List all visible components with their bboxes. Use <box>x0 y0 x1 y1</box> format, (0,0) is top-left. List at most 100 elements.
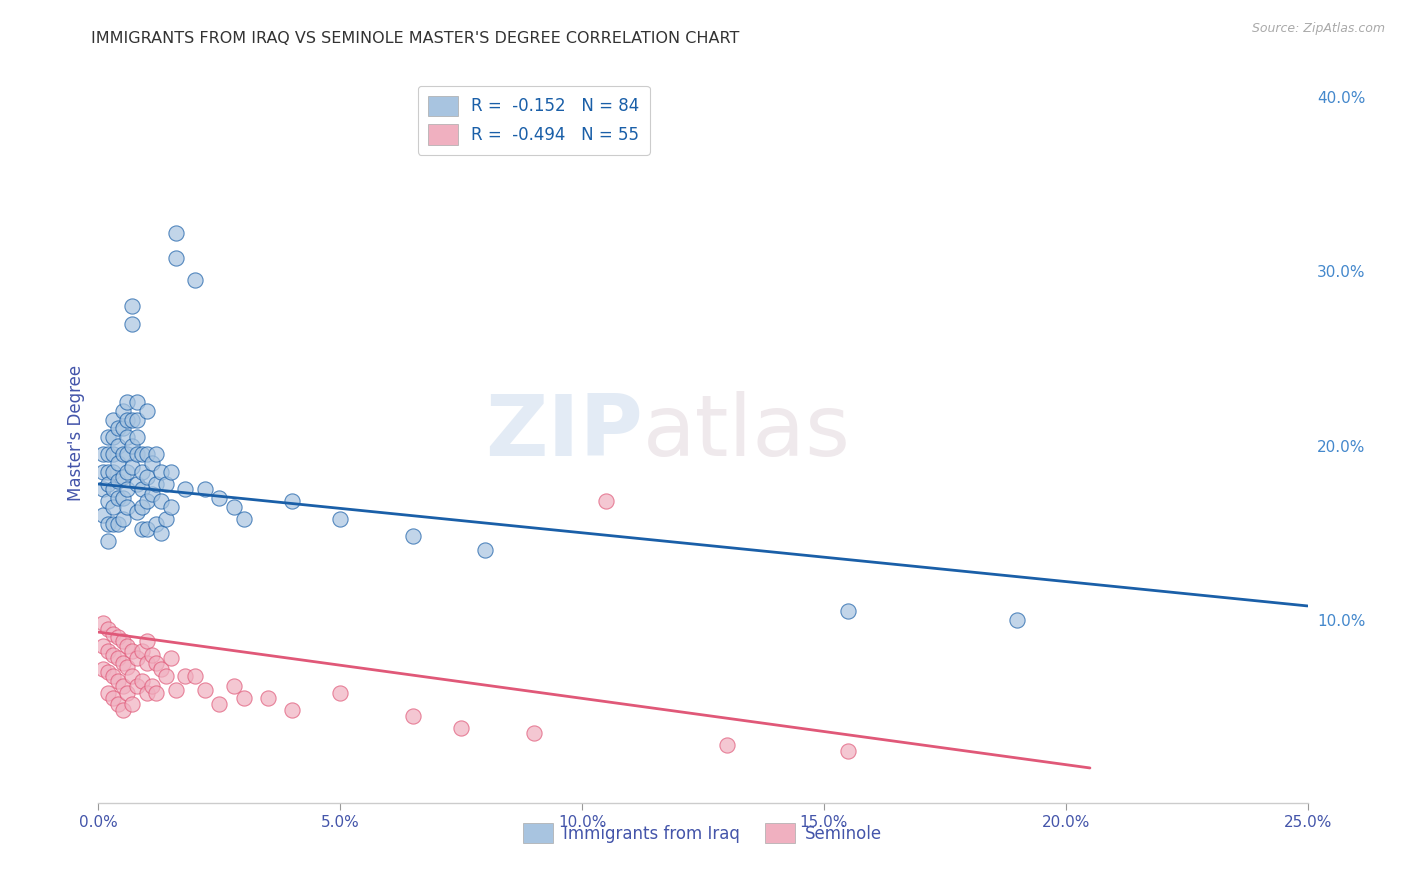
Point <box>117 412 139 426</box>
Point <box>281 703 304 717</box>
Point <box>402 708 425 723</box>
Point <box>145 517 167 532</box>
Point <box>111 633 134 648</box>
Point <box>127 447 149 461</box>
Point <box>97 665 120 680</box>
Point <box>117 660 139 674</box>
Point <box>101 668 124 682</box>
Point <box>101 412 124 426</box>
Point <box>135 447 157 461</box>
Point <box>135 494 157 508</box>
Point <box>145 686 167 700</box>
Point <box>111 470 134 484</box>
Point <box>837 604 859 618</box>
Point <box>150 525 173 540</box>
Point <box>111 657 134 671</box>
Point <box>165 682 187 697</box>
Point <box>97 644 120 658</box>
Point <box>160 500 183 514</box>
Point <box>155 512 177 526</box>
Point <box>127 505 149 519</box>
Point <box>135 633 157 648</box>
Point <box>141 679 163 693</box>
Point <box>117 395 139 409</box>
Point <box>91 482 114 496</box>
Point <box>450 721 472 735</box>
Point <box>155 668 177 682</box>
Point <box>222 679 245 693</box>
Point <box>111 703 134 717</box>
Legend: Immigrants from Iraq, Seminole: Immigrants from Iraq, Seminole <box>517 816 889 850</box>
Point <box>595 494 617 508</box>
Point <box>127 477 149 491</box>
Point <box>184 668 207 682</box>
Text: IMMIGRANTS FROM IRAQ VS SEMINOLE MASTER'S DEGREE CORRELATION CHART: IMMIGRANTS FROM IRAQ VS SEMINOLE MASTER'… <box>91 31 740 46</box>
Point <box>97 534 120 549</box>
Point <box>101 482 124 496</box>
Point <box>474 543 496 558</box>
Point <box>131 465 153 479</box>
Point <box>107 630 129 644</box>
Point <box>135 404 157 418</box>
Point <box>135 522 157 536</box>
Point <box>141 456 163 470</box>
Point <box>127 395 149 409</box>
Y-axis label: Master's Degree: Master's Degree <box>66 365 84 500</box>
Point <box>131 673 153 688</box>
Point <box>101 430 124 444</box>
Point <box>121 644 143 658</box>
Point <box>155 477 177 491</box>
Point <box>101 447 124 461</box>
Point <box>121 668 143 682</box>
Point <box>131 522 153 536</box>
Point <box>194 682 217 697</box>
Point <box>208 697 231 711</box>
Point <box>232 691 254 706</box>
Point <box>91 447 114 461</box>
Point <box>101 465 124 479</box>
Point <box>165 226 187 240</box>
Point <box>91 662 114 676</box>
Point <box>111 404 134 418</box>
Point <box>97 465 120 479</box>
Point <box>107 421 129 435</box>
Point <box>145 477 167 491</box>
Point <box>97 686 120 700</box>
Point <box>107 456 129 470</box>
Point <box>145 657 167 671</box>
Point <box>117 686 139 700</box>
Text: Source: ZipAtlas.com: Source: ZipAtlas.com <box>1251 22 1385 36</box>
Point <box>91 639 114 653</box>
Point <box>150 494 173 508</box>
Point <box>160 651 183 665</box>
Point <box>121 317 143 331</box>
Text: atlas: atlas <box>643 391 851 475</box>
Point <box>107 673 129 688</box>
Point <box>145 447 167 461</box>
Point <box>174 668 197 682</box>
Point <box>101 627 124 641</box>
Point <box>329 512 352 526</box>
Point <box>131 644 153 658</box>
Point <box>117 639 139 653</box>
Point <box>329 686 352 700</box>
Point <box>121 412 143 426</box>
Point <box>91 508 114 523</box>
Point <box>111 512 134 526</box>
Point <box>256 691 278 706</box>
Point <box>121 439 143 453</box>
Point <box>131 447 153 461</box>
Point <box>150 662 173 676</box>
Point <box>111 421 134 435</box>
Point <box>232 512 254 526</box>
Point <box>127 651 149 665</box>
Point <box>121 697 143 711</box>
Point <box>97 477 120 491</box>
Point <box>135 470 157 484</box>
Point <box>135 686 157 700</box>
Point <box>716 739 738 753</box>
Point <box>97 494 120 508</box>
Point <box>141 648 163 662</box>
Point <box>523 726 546 740</box>
Point <box>117 465 139 479</box>
